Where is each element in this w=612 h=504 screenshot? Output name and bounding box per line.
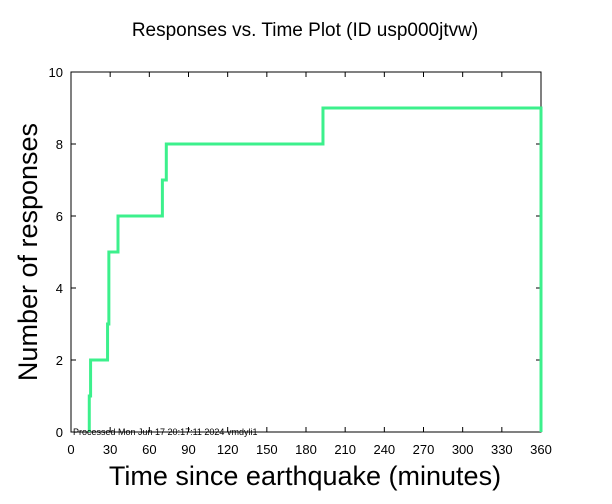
- processed-footnote: Processed Mon Jun 17 20:17:11 2024 vmdyl…: [73, 427, 257, 437]
- x-tick-label: 240: [373, 442, 395, 457]
- y-tick-label: 8: [56, 137, 63, 152]
- y-axis-label: Number of responses: [13, 123, 43, 381]
- x-axis-ticks: 0 30 60 90 120 150 180 210 240 270 300 330 360: [67, 72, 552, 457]
- y-tick-label: 0: [56, 425, 63, 440]
- y-tick-label: 10: [49, 65, 63, 80]
- plot-frame: [70, 71, 542, 433]
- x-tick-label: 270: [413, 442, 435, 457]
- x-tick-label: 180: [295, 442, 317, 457]
- x-axis-label: Time since earthquake (minutes): [109, 461, 501, 491]
- x-tick-label: 300: [452, 442, 474, 457]
- x-tick-label: 90: [181, 442, 195, 457]
- y-tick-label: 4: [56, 281, 63, 296]
- x-tick-label: 210: [334, 442, 356, 457]
- x-tick-label: 60: [142, 442, 156, 457]
- series-line-responses: [87, 106, 543, 432]
- x-tick-label: 30: [103, 442, 117, 457]
- y-tick-label: 6: [56, 209, 63, 224]
- x-tick-label: 0: [67, 442, 74, 457]
- x-tick-label: 330: [491, 442, 513, 457]
- y-tick-label: 2: [56, 353, 63, 368]
- y-axis-ticks: 0 2 4 6 8 10: [49, 65, 541, 440]
- plot-area: 0 30 60 90 120 150 180 210 240 270 300 330 360 0 2 4 6 8…: [49, 65, 552, 457]
- x-tick-label: 360: [530, 442, 552, 457]
- x-tick-label: 150: [256, 442, 278, 457]
- chart-title: Responses vs. Time Plot (ID usp000jtvw): [132, 20, 478, 41]
- x-tick-label: 120: [217, 442, 239, 457]
